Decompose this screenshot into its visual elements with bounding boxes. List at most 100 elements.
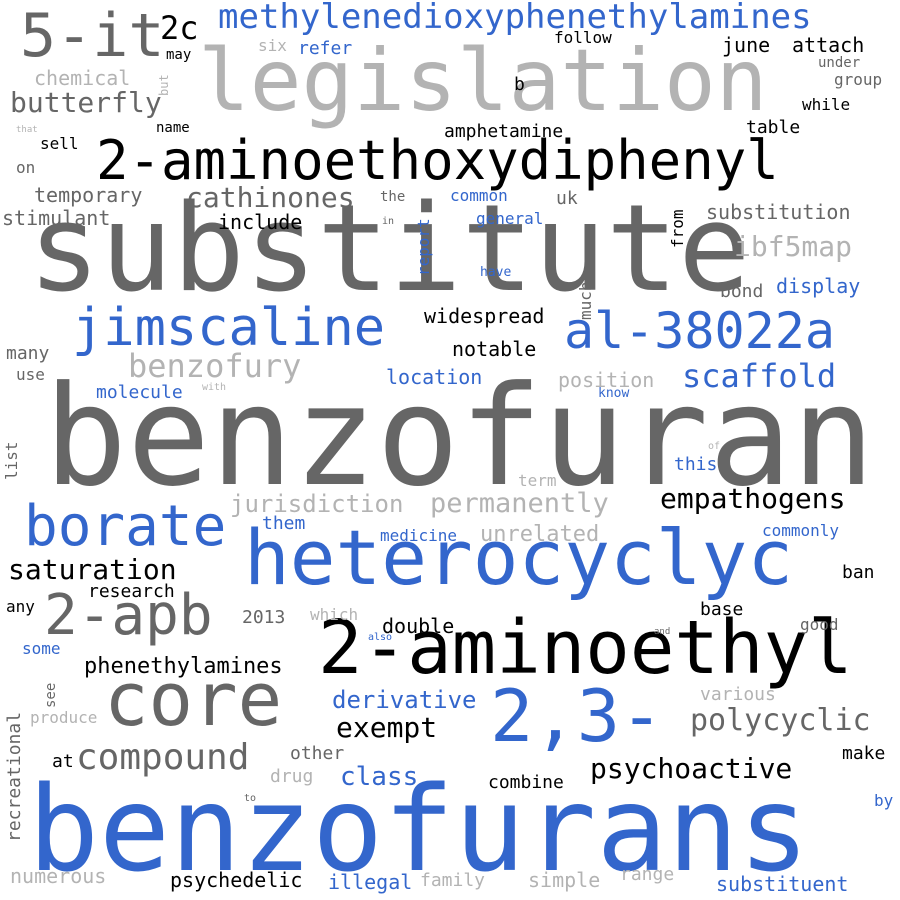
word-also: also	[368, 632, 393, 643]
word-substitution: substitution	[706, 200, 851, 224]
word-the: the	[380, 189, 406, 205]
word-combine: combine	[488, 772, 564, 793]
word-borate: borate	[24, 494, 227, 559]
word-substitute: substitute	[28, 180, 751, 319]
word-this: this	[674, 454, 718, 475]
word-core: core	[104, 657, 283, 743]
word-temporary: temporary	[34, 183, 143, 207]
word-base: base	[700, 599, 744, 620]
word-much: much	[576, 281, 595, 320]
word-attach: attach	[792, 33, 865, 57]
word-exempt: exempt	[336, 711, 438, 744]
word-from: from	[668, 209, 687, 248]
word-on: on	[16, 158, 36, 177]
word-ibf5map: ibf5map	[734, 230, 853, 263]
word-include: include	[218, 210, 303, 234]
word-many: many	[6, 343, 50, 364]
word-illegal: illegal	[328, 870, 413, 894]
word-have: have	[480, 265, 512, 280]
word-numerous: numerous	[10, 864, 107, 888]
word-scaffold: scaffold	[682, 357, 837, 395]
word-cathinones: cathinones	[186, 181, 355, 214]
word-uk: uk	[556, 188, 578, 209]
word-and: and	[654, 627, 671, 637]
word-see: see	[43, 682, 59, 708]
word-may: may	[166, 47, 192, 63]
word-b: b	[514, 74, 525, 95]
word-with: with	[202, 382, 227, 393]
word-refer: refer	[298, 38, 353, 59]
word-butterfly: butterfly	[10, 86, 162, 119]
word-empathogens: empathogens	[660, 482, 846, 515]
word-name: name	[156, 120, 190, 136]
word-recreational: recreational	[4, 711, 25, 842]
word-june: june	[722, 33, 771, 57]
word-drug: drug	[270, 766, 314, 787]
word-phenethylamines: phenethylamines	[84, 654, 283, 679]
word-table: table	[746, 117, 801, 138]
word-some: some	[22, 639, 61, 658]
word-produce: produce	[30, 708, 98, 727]
word-at: at	[52, 751, 74, 772]
word-display: display	[776, 274, 861, 298]
word-to: to	[244, 793, 257, 804]
word-5-it: 5-it	[20, 1, 165, 71]
word-various: various	[700, 684, 776, 705]
word-good: good	[800, 615, 839, 634]
word-permanently: permanently	[430, 488, 609, 519]
word-methylenedioxyphenethylamines: methylenedioxyphenethylamines	[218, 0, 812, 37]
word-psychoactive: psychoactive	[590, 752, 793, 785]
word-which: which	[310, 605, 359, 624]
word-use: use	[16, 365, 45, 384]
word-them: them	[262, 513, 306, 534]
word-al-38022a: al-38022a	[564, 302, 835, 360]
word-under: under	[818, 55, 861, 71]
word-by: by	[874, 791, 894, 810]
word-common: common	[450, 186, 508, 205]
word-compound: compound	[76, 737, 250, 778]
word-jimscaline: jimscaline	[72, 298, 386, 358]
word-of: of	[708, 441, 721, 452]
word-position: position	[558, 368, 655, 392]
word-polycyclic: polycyclic	[690, 703, 871, 738]
word-2-3: 2,3-	[490, 674, 664, 758]
word-report: report	[414, 218, 433, 276]
word-make: make	[842, 743, 886, 764]
word-benzofurans: benzofurans	[28, 760, 810, 898]
word-widespread: widespread	[424, 304, 545, 328]
word-heterocyclyc: heterocyclyc	[244, 513, 794, 602]
word-class: class	[340, 762, 419, 792]
word-know: know	[598, 386, 630, 401]
word-any: any	[6, 597, 35, 616]
word-legislation: legislation	[198, 31, 768, 131]
word-list: list	[2, 441, 21, 480]
word-range: range	[620, 864, 675, 885]
word-2c: 2c	[160, 9, 199, 47]
word-commonly: commonly	[762, 521, 840, 540]
word-while: while	[802, 95, 851, 114]
word-but: but	[157, 74, 171, 96]
word-follow: follow	[554, 28, 612, 47]
word-benzofuran: benzofuran	[44, 356, 875, 517]
word-in: in	[382, 216, 395, 227]
word-ban: ban	[842, 562, 875, 583]
word-jurisdiction: jurisdiction	[230, 490, 404, 518]
word-2-aminoethyl: 2-aminoethyl	[318, 605, 853, 691]
word-substituent: substituent	[716, 872, 849, 896]
word-bond: bond	[720, 281, 764, 302]
word-2-aminoethoxydiphenyl: 2-aminoethoxydiphenyl	[96, 129, 779, 192]
word-general: general	[476, 209, 544, 228]
word-research: research	[88, 581, 175, 602]
word-derivative: derivative	[332, 686, 477, 714]
word-that: that	[16, 125, 38, 135]
word-location: location	[386, 365, 483, 389]
word-six: six	[258, 36, 287, 55]
word-2013: 2013	[242, 607, 286, 628]
word-family: family	[420, 870, 486, 891]
word-unrelated: unrelated	[480, 522, 600, 547]
word-amphetamine: amphetamine	[444, 121, 564, 142]
word-sell: sell	[40, 134, 79, 153]
word-psychedelic: psychedelic	[170, 868, 303, 892]
word-simple: simple	[528, 868, 601, 892]
